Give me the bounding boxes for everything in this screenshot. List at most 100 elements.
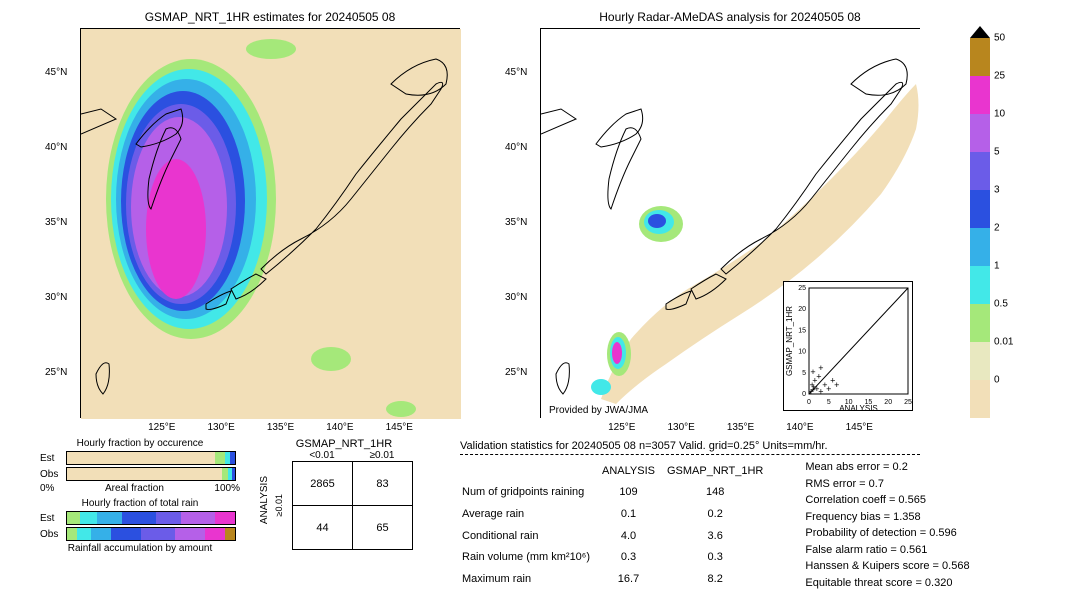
fraction-segment [97, 512, 122, 524]
occ-xright: 100% [214, 483, 240, 494]
left-map [80, 28, 460, 418]
val-table-cell: Num of gridpoints raining [462, 483, 600, 503]
xtick: 135°E [727, 422, 754, 433]
val-table-cell: 0.2 [667, 504, 773, 524]
right-map: Provided by JWA/JMA ++++++++++++++051015… [540, 28, 920, 418]
fraction-segment [225, 528, 235, 540]
ytick: 25°N [45, 367, 67, 378]
fraction-segment [111, 528, 141, 540]
fraction-segment [91, 528, 111, 540]
svg-text:+: + [818, 363, 823, 373]
colorbar-label: 0.01 [994, 337, 1013, 348]
totalrain-footer: Rainfall accumulation by amount [40, 543, 240, 554]
colorbar-label: 0 [994, 375, 1000, 386]
fraction-segment [156, 512, 181, 524]
ytick: 35°N [505, 217, 527, 228]
map-attribution: Provided by JWA/JMA [549, 405, 648, 416]
xtick: 125°E [608, 422, 635, 433]
xtick: 130°E [208, 422, 235, 433]
ytick: 40°N [45, 142, 67, 153]
xtick: 135°E [267, 422, 294, 433]
val-table-cell: 8.2 [667, 569, 773, 589]
colorbar-label: 25 [994, 71, 1005, 82]
ytick: 35°N [45, 217, 67, 228]
colorbar-arrow [970, 26, 990, 38]
ct-col0: <0.01 [292, 450, 352, 461]
stat-line: Correlation coeff = 0.565 [805, 492, 969, 509]
ytick: 30°N [505, 292, 527, 303]
svg-text:ANALYSIS: ANALYSIS [839, 404, 878, 412]
val-table-header [462, 461, 600, 481]
bar-row-label: Obs [40, 529, 66, 540]
ct-row0: ≥0.01 [274, 494, 292, 516]
stat-line: False alarm ratio = 0.561 [805, 542, 969, 559]
val-table-cell: 3.6 [667, 526, 773, 546]
fraction-segment [232, 468, 235, 480]
xtick: 130°E [668, 422, 695, 433]
fraction-segment [67, 468, 222, 480]
contingency-cell: 44 [293, 506, 353, 550]
hourly-fraction-panel: Hourly fraction by occurence EstObs 0% A… [40, 438, 240, 554]
val-table-cell: 0.3 [667, 548, 773, 568]
svg-text:10: 10 [798, 349, 806, 356]
scatter-inset: ++++++++++++++05101520250510152025ANALYS… [783, 281, 913, 411]
colorbar-label: 5 [994, 147, 1000, 158]
occ-xlabel: Areal fraction [105, 483, 164, 494]
fraction-bar [66, 467, 236, 481]
fraction-segment [67, 452, 215, 464]
fraction-segment [80, 512, 97, 524]
xtick: 125°E [148, 422, 175, 433]
stat-line: Probability of detection = 0.596 [805, 525, 969, 542]
colorbar-segment [970, 304, 990, 342]
val-table-cell: 148 [667, 483, 773, 503]
svg-text:5: 5 [827, 399, 831, 406]
svg-text:0: 0 [807, 399, 811, 406]
fraction-segment [67, 528, 77, 540]
colorbar-segment [970, 114, 990, 152]
validation-title: Validation statistics for 20240505 08 n=… [460, 440, 1060, 452]
val-table-cell: 0.3 [602, 548, 665, 568]
contingency-row-header: ANALYSIS [255, 472, 274, 528]
colorbar-label: 1 [994, 261, 1000, 272]
fraction-segment [222, 468, 229, 480]
svg-text:+: + [810, 367, 815, 377]
colorbar-segment [970, 380, 990, 418]
ytick: 40°N [505, 142, 527, 153]
contingency-col-header: GSMAP_NRT_1HR [275, 438, 413, 450]
ct-col1: ≥0.01 [352, 450, 412, 461]
val-table-cell: 4.0 [602, 526, 665, 546]
contingency-table: 2865834465 [292, 461, 413, 550]
svg-text:20: 20 [798, 306, 806, 313]
ytick: 45°N [45, 67, 67, 78]
occ-xleft: 0% [40, 483, 54, 494]
svg-text:25: 25 [904, 399, 912, 406]
validation-table: ANALYSISGSMAP_NRT_1HRNum of gridpoints r… [460, 459, 775, 591]
colorbar-segment [970, 342, 990, 380]
fraction-segment [67, 512, 80, 524]
stat-line: Equitable threat score = 0.320 [805, 575, 969, 592]
val-table-cell: 109 [602, 483, 665, 503]
validation-panel: Validation statistics for 20240505 08 n=… [460, 440, 1060, 591]
colorbar-label: 10 [994, 109, 1005, 120]
colorbar-segment [970, 38, 990, 76]
bar-row-label: Est [40, 513, 66, 524]
svg-text:GSMAP_NRT_1HR: GSMAP_NRT_1HR [785, 306, 794, 376]
colorbar-segment [970, 76, 990, 114]
svg-text:5: 5 [802, 370, 806, 377]
svg-text:+: + [834, 380, 839, 390]
colorbar: 50251053210.50.010 [970, 38, 990, 418]
bar-row-label: Obs [40, 469, 66, 480]
svg-text:20: 20 [884, 399, 892, 406]
contingency-cell: 83 [353, 462, 413, 506]
val-table-cell: Rain volume (mm km²10⁶) [462, 548, 600, 568]
xtick: 140°E [326, 422, 353, 433]
val-table-header: GSMAP_NRT_1HR [667, 461, 773, 481]
val-table-cell: 0.1 [602, 504, 665, 524]
ytick: 30°N [45, 292, 67, 303]
svg-text:15: 15 [798, 327, 806, 334]
stat-line: Hanssen & Kuipers score = 0.568 [805, 558, 969, 575]
fraction-segment [230, 452, 235, 464]
fraction-segment [77, 528, 90, 540]
xtick: 140°E [786, 422, 813, 433]
ytick: 45°N [505, 67, 527, 78]
